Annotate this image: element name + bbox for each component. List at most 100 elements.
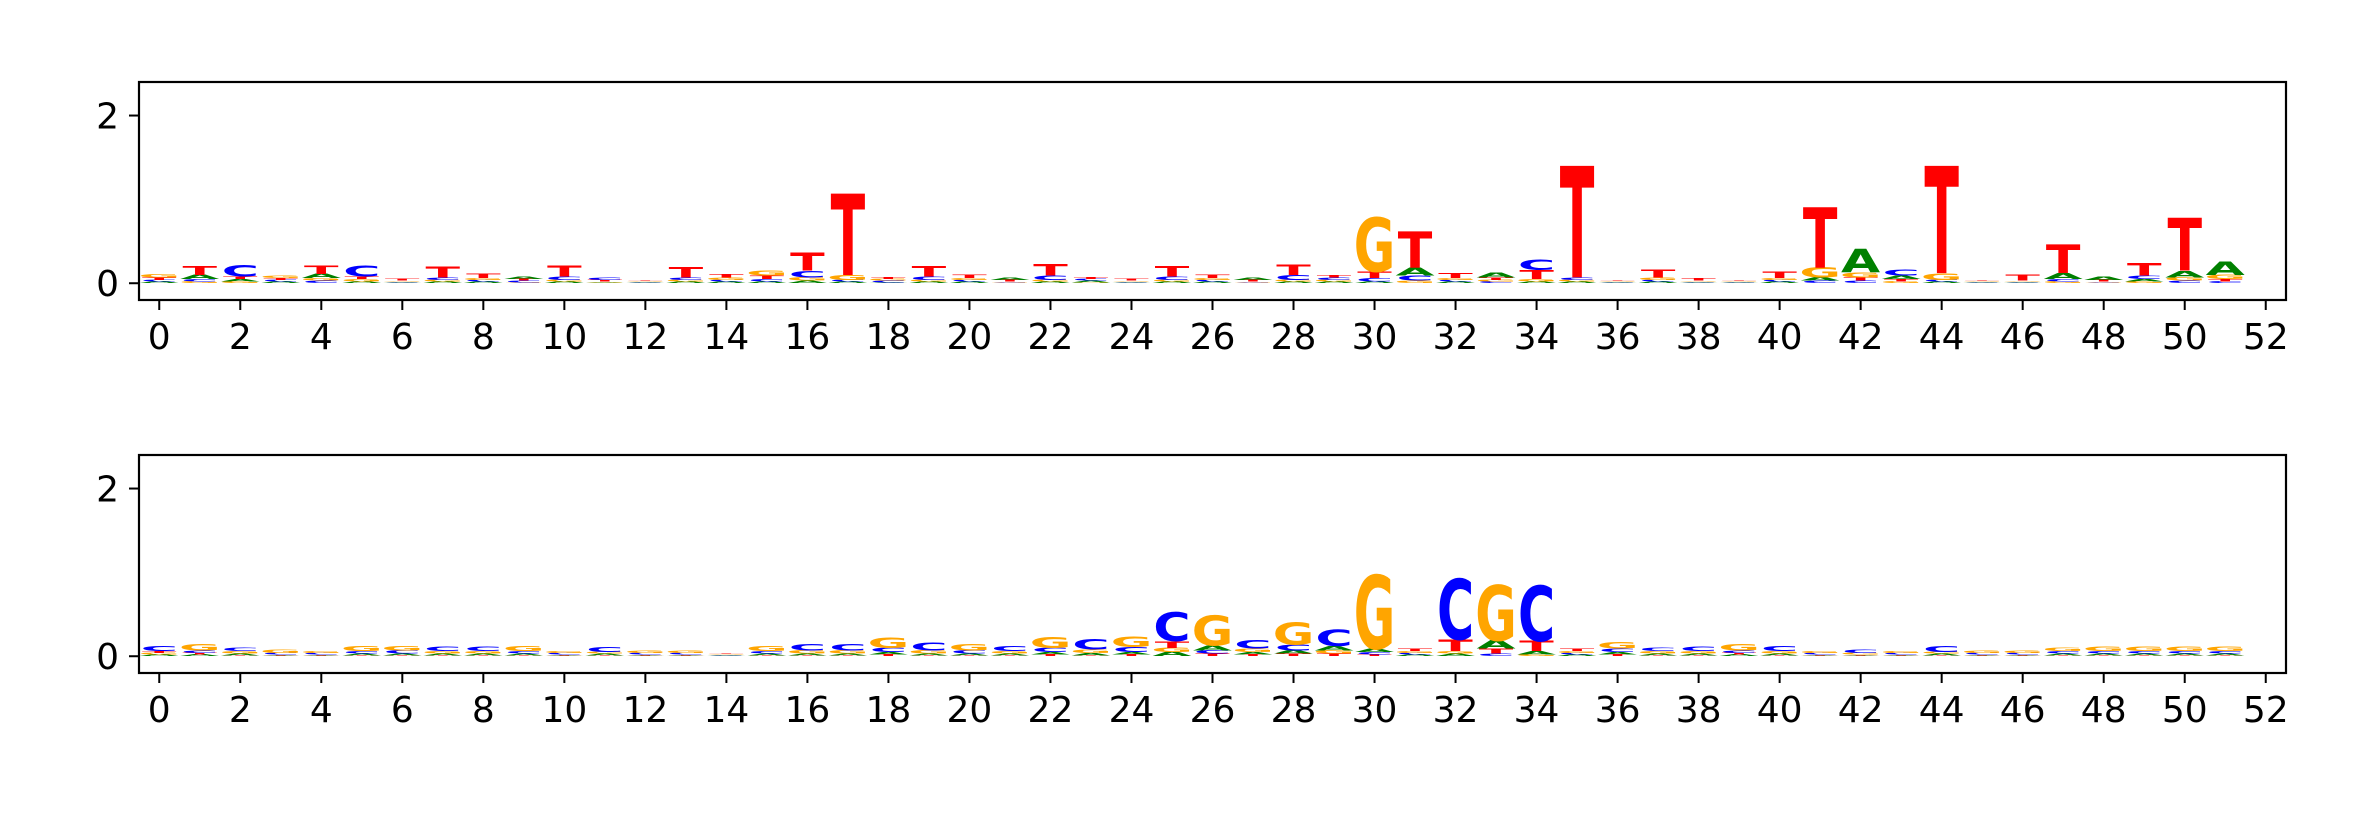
logo-letter-t: T: [1803, 191, 1838, 288]
logo-letter-g: G: [1030, 634, 1072, 652]
x-tick-label: 0: [148, 317, 171, 358]
logo-letter-t: T: [1357, 270, 1392, 281]
logo-letter-g: G: [584, 281, 626, 282]
logo-letter-t: T: [182, 263, 217, 278]
logo-letter-g: G: [1840, 653, 1882, 656]
logo-letter-c: C: [1721, 650, 1758, 654]
logo-letter-c: C: [2207, 651, 2244, 655]
logo-letter-a: A: [2125, 653, 2165, 656]
logo-letter-a: A: [869, 651, 909, 655]
logo-letter-a: A: [828, 653, 868, 656]
logo-letter-a: A: [2206, 258, 2246, 279]
logo-letter-t: T: [2005, 654, 2040, 655]
logo-letter-t: T: [2127, 260, 2162, 280]
logo-letter-a: A: [1436, 281, 1476, 284]
logo-letter-a: A: [2003, 655, 2043, 656]
logo-letter-t: T: [831, 655, 866, 656]
logo-letter-g: G: [2204, 274, 2246, 281]
logo-letter-t: T: [1074, 277, 1109, 280]
logo-letter-a: A: [1233, 651, 1273, 655]
logo-letter-g: G: [1637, 277, 1679, 281]
x-tick-label: 36: [1595, 690, 1641, 731]
logo-letter-a: A: [1882, 655, 1922, 656]
logo-letter-a: A: [626, 282, 666, 283]
logo-letter-a: A: [464, 281, 504, 284]
logo-letter-a: A: [950, 281, 990, 284]
logo-letter-c: C: [1275, 643, 1312, 653]
logo-letter-c: C: [1477, 653, 1514, 657]
logo-letter-t: T: [1884, 654, 1919, 655]
logo-letter-g: G: [1111, 634, 1153, 650]
logo-letter-a: A: [302, 273, 341, 280]
logo-letter-g: G: [1921, 271, 1963, 282]
logo-letter-t: T: [628, 280, 663, 281]
logo-letter-a: A: [990, 277, 1030, 281]
logo-letter-g: G: [1273, 280, 1315, 283]
y-tick-label: 2: [96, 470, 119, 511]
logo-letter-t: T: [1924, 655, 1959, 656]
logo-letter-c: C: [951, 650, 988, 655]
logo-letter-t: T: [1317, 274, 1352, 278]
logo-letter-c: C: [1559, 277, 1596, 281]
logo-letter-g: G: [1030, 280, 1072, 283]
logo-letter-c: C: [667, 653, 704, 656]
logo-letter-c: C: [1356, 277, 1393, 282]
logo-letter-a: A: [1557, 281, 1597, 284]
logo-letter-a: A: [788, 280, 828, 284]
logo-letter-a: A: [302, 655, 342, 656]
x-tick-label: 42: [1838, 317, 1884, 358]
logo-letter-a: A: [1233, 277, 1273, 281]
logo-letter-c: C: [1761, 280, 1798, 283]
logo-letter-c: C: [1964, 281, 2001, 282]
logo-letter-c: C: [1640, 280, 1677, 283]
logo-letter-g: G: [1354, 203, 1396, 289]
logo-letter-a: A: [1841, 655, 1881, 656]
logo-letter-c: C: [1396, 274, 1433, 282]
logo-letter-c: C: [1275, 273, 1312, 281]
logo-letter-c: C: [2004, 281, 2041, 282]
logo-letter-c: C: [627, 281, 664, 282]
x-tick-label: 16: [784, 317, 830, 358]
logo-letter-t: T: [1884, 278, 1919, 282]
x-tick-label: 48: [2081, 317, 2127, 358]
logo-letter-t: T: [304, 654, 339, 655]
logo-letter-g: G: [949, 278, 991, 281]
logo-letter-g: G: [1718, 642, 1760, 653]
logo-letter-t: T: [588, 655, 623, 656]
x-tick-label: 32: [1433, 690, 1479, 731]
logo-letter-a: A: [342, 281, 382, 284]
logo-letter-c: C: [2207, 281, 2244, 284]
logo-letter-c: C: [141, 280, 178, 283]
logo-letter-a: A: [504, 276, 544, 280]
logo-letter-t: T: [1965, 654, 2000, 655]
x-tick-label: 8: [472, 317, 495, 358]
logo-letter-a: A: [585, 282, 625, 283]
logo-letter-c: C: [465, 646, 502, 653]
logo-letter-t: T: [2046, 655, 2081, 656]
logo-letter-c: C: [1923, 644, 1960, 654]
logo-letter-g: G: [2164, 646, 2206, 653]
logo-letter-g: G: [1111, 281, 1153, 282]
logo-letter-a: A: [1395, 654, 1435, 657]
logo-letter-g: G: [625, 281, 667, 282]
logo-letter-t: T: [1398, 223, 1433, 280]
logo-letter-t: T: [1479, 647, 1514, 655]
x-tick-label: 34: [1514, 690, 1560, 731]
logo-letter-c: C: [1113, 281, 1150, 282]
logo-letter-g: G: [706, 654, 748, 655]
logo-letter-c: C: [951, 280, 988, 283]
logo-letter-a: A: [504, 653, 544, 656]
x-tick-label: 30: [1352, 317, 1398, 358]
logo-letter-g: G: [787, 277, 829, 282]
logo-letter-a: A: [1274, 281, 1314, 284]
x-tick-label: 42: [1838, 690, 1884, 731]
logo-letter-a: A: [909, 653, 949, 656]
logo-letter-c: C: [1883, 653, 1920, 656]
x-tick-label: 52: [2243, 317, 2289, 358]
logo-letter-c: C: [384, 281, 421, 282]
y-axis: 02: [96, 97, 139, 305]
logo-letter-c: C: [1680, 281, 1717, 282]
logo-letter-g: G: [544, 280, 586, 283]
logo-letter-g: G: [908, 650, 950, 655]
logo-letter-g: G: [827, 650, 869, 655]
